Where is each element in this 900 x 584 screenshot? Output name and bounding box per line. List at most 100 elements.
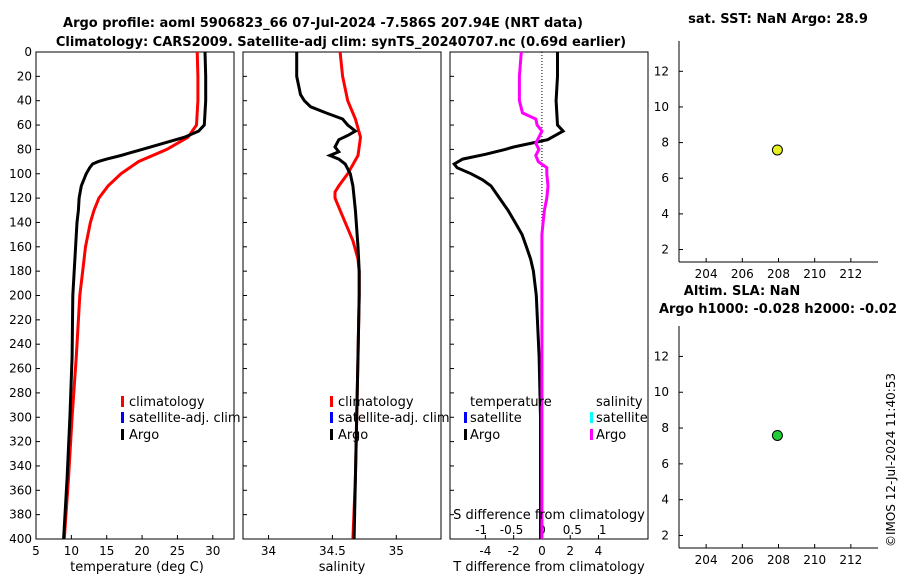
imos-timestamp: ©IMOS 12-Jul-2024 11:40:53: [884, 373, 898, 547]
y-tick-label: 260: [9, 362, 32, 376]
y-tick-label: 12: [654, 64, 669, 78]
legend-swatch-climatology: [330, 396, 333, 407]
y-tick-label: 300: [9, 410, 32, 424]
y-tick-label: 400: [9, 532, 32, 546]
tdiff-xlabel: T difference from climatology: [452, 560, 645, 575]
y-tick-label: 200: [9, 289, 32, 303]
y-tick-label: 80: [17, 142, 32, 156]
axes-box: [242, 51, 442, 540]
y-tick-label: 340: [9, 459, 32, 473]
temperature-panel: 0 20 40 60 80 100 120 140 160 180 200 220 240 260 280 3…: [9, 45, 235, 558]
y-tick-label: 4: [661, 493, 669, 507]
legend-t-argo: Argo: [470, 428, 500, 443]
x-tick-label: -4: [479, 544, 491, 558]
sla-panel: 2 4 6 8 10 12 204 206 208 210 212: [654, 326, 878, 567]
salinity-panel: 34 34.5 35: [242, 51, 442, 558]
y-tick-label: 360: [9, 483, 32, 497]
y-tick-label: 12: [654, 349, 669, 363]
y-tick-label: 8: [661, 421, 669, 435]
sla-title-line1: Altim. SLA: NaN: [684, 284, 800, 299]
y-tick-label: 10: [654, 385, 669, 399]
legend-s-satellite: satellite: [596, 411, 648, 426]
y-tick-label: 240: [9, 337, 32, 351]
sdiff-xlabel: S difference from climatology: [453, 508, 645, 523]
legend-satellite-adj: satellite-adj. clim: [338, 411, 450, 426]
y-tick-label: 20: [17, 69, 32, 83]
x-tick-label: 30: [205, 544, 220, 558]
salinity-xlabel: salinity: [319, 560, 366, 575]
x-tick-label: 210: [803, 267, 826, 281]
difference-legend: temperature salinity satellite Argo sate…: [464, 395, 648, 443]
legend-satellite-adj: satellite-adj. clim: [129, 411, 241, 426]
y-tick-label: 40: [17, 94, 32, 108]
x-tick-label: 206: [731, 267, 754, 281]
legend-s-argo: Argo: [596, 428, 626, 443]
sst-title: sat. SST: NaN Argo: 28.9: [688, 12, 868, 27]
x-tick-label: 0: [538, 544, 546, 558]
y-tick-label: 220: [9, 313, 32, 327]
s-tick-label: 1: [599, 523, 607, 537]
s-tick-label: 0.5: [563, 523, 582, 537]
x-tick-label: -2: [508, 544, 520, 558]
x-tick-label: 34: [261, 544, 276, 558]
legend-swatch-t-satellite: [464, 412, 467, 423]
legend-swatch-argo: [121, 429, 124, 440]
temperature-xlabel: temperature (deg C): [70, 560, 204, 575]
y-tick-label: 140: [9, 215, 32, 229]
x-tick-label: 204: [695, 267, 718, 281]
y-tick-label: 100: [9, 167, 32, 181]
x-tick-label: 4: [595, 544, 603, 558]
legend-argo: Argo: [338, 428, 368, 443]
difference-panel: -4 -2 0 2 4-1 -0.5 0 0.5 1: [449, 51, 649, 558]
legend-swatch-satellite-adj: [121, 412, 124, 423]
series-line-s-argo: [517, 51, 550, 539]
legend-climatology: climatology: [338, 395, 414, 410]
sst-panel: 2 4 6 8 10 12 204 206 208 210 212: [654, 41, 878, 281]
y-tick-label: 120: [9, 191, 32, 205]
legend-swatch-climatology: [121, 396, 124, 407]
main-title-line1: Argo profile: aoml 5906823_66 07-Jul-202…: [63, 16, 583, 31]
location-point: [771, 144, 783, 156]
legend-swatch-argo: [330, 429, 333, 440]
series-line-argo: [62, 51, 208, 540]
y-tick-label: 2: [661, 243, 669, 257]
x-tick-label: 15: [99, 544, 114, 558]
x-tick-label: 25: [170, 544, 185, 558]
x-tick-label: 35: [389, 544, 404, 558]
x-tick-label: 204: [695, 553, 718, 567]
axes-box: [449, 51, 649, 540]
y-tick-label: 6: [661, 457, 669, 471]
y-tick-label: 320: [9, 435, 32, 449]
legend-swatch-satellite-adj: [330, 412, 333, 423]
temperature-legend: climatology satellite-adj. clim Argo: [121, 395, 241, 443]
salinity-legend: climatology satellite-adj. clim Argo: [330, 395, 450, 443]
x-tick-label: 5: [32, 544, 40, 558]
legend-salinity-title: salinity: [596, 395, 643, 410]
x-tick-label: 206: [731, 553, 754, 567]
y-tick-label: 280: [9, 386, 32, 400]
y-tick-label: 10: [654, 100, 669, 114]
legend-climatology: climatology: [129, 395, 205, 410]
y-tick-label: 0: [24, 45, 32, 59]
legend-swatch-t-argo: [464, 429, 467, 440]
sla-title-line2: Argo h1000: -0.028 h2000: -0.02: [659, 302, 897, 317]
y-tick-label: 6: [661, 171, 669, 185]
y-tick-label: 60: [17, 118, 32, 132]
series-line-argo: [295, 52, 361, 540]
x-tick-label: 10: [64, 544, 79, 558]
s-tick-label: -0.5: [500, 523, 523, 537]
legend-swatch-s-satellite: [590, 412, 593, 423]
legend-temperature-title: temperature: [470, 395, 552, 410]
legend-t-satellite: satellite: [470, 411, 522, 426]
y-tick-label: 380: [9, 508, 32, 522]
y-tick-label: 4: [661, 207, 669, 221]
x-tick-label: 208: [767, 553, 790, 567]
s-tick-label: -1: [475, 523, 487, 537]
x-tick-label: 212: [839, 267, 862, 281]
y-tick-label: 2: [661, 528, 669, 542]
location-point: [771, 429, 783, 441]
x-tick-label: 212: [839, 553, 862, 567]
x-tick-label: 208: [767, 267, 790, 281]
legend-swatch-s-argo: [590, 429, 593, 440]
